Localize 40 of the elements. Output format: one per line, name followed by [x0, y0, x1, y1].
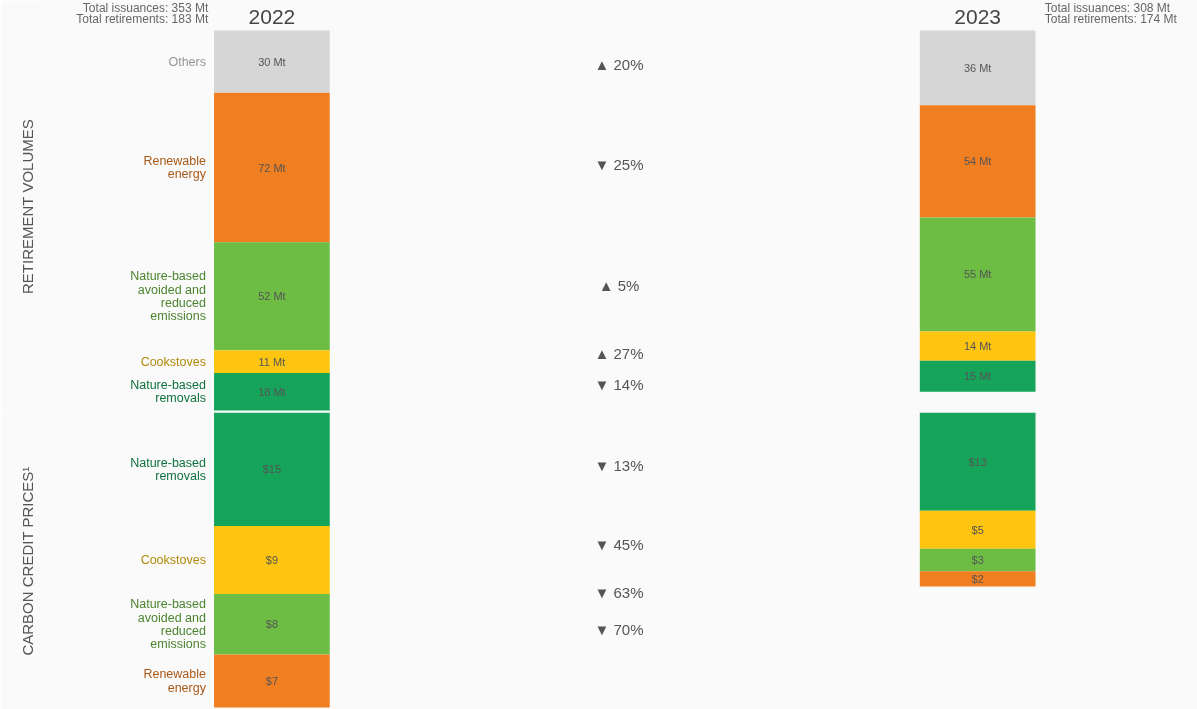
text: RETIREMENT VOLUMES	[18, 119, 36, 295]
series-label: 2023	[954, 5, 1002, 28]
text: ▲ 5%	[598, 276, 640, 294]
data-label: $13	[968, 455, 987, 468]
text: ▼ 14%	[594, 375, 644, 393]
data-label: $7	[265, 675, 279, 688]
data-label: 72 Mt	[258, 161, 286, 174]
series-label: 2022	[248, 5, 296, 28]
data-label: 54 Mt	[963, 155, 992, 168]
data-label: 36 Mt	[963, 61, 992, 74]
text: ▲ 27%	[594, 345, 644, 363]
data-label: 55 Mt	[963, 268, 992, 281]
text: ▼ 13%	[594, 456, 644, 474]
data-label: $5	[971, 523, 984, 536]
data-label: 18 Mt	[258, 385, 286, 398]
data-label: 15 Mt	[963, 370, 992, 383]
data-label: $8	[265, 618, 279, 631]
data-label: 11 Mt	[258, 355, 286, 368]
text: ▼ 25%	[594, 155, 644, 173]
category-label: Cookstoves	[140, 552, 206, 567]
text: CARBON CREDIT PRICES¹	[18, 466, 36, 656]
category-label: Nature-based removals	[130, 455, 206, 483]
data-label: $3	[971, 553, 984, 566]
category-label: Others	[168, 54, 206, 69]
data-label: 14 Mt	[963, 340, 992, 353]
category-label: Nature-based removals	[130, 378, 206, 406]
category-label: Renewable energy	[143, 153, 207, 182]
data-label: 30 Mt	[258, 55, 286, 68]
category-label: Renewable energy	[143, 667, 207, 695]
category-label: Nature-based avoided and reduced emissions	[130, 269, 206, 324]
data-label: $15	[262, 463, 282, 476]
category-label: Cookstoves	[140, 354, 206, 369]
text: ▲ 20%	[594, 56, 644, 74]
text: ▼ 63%	[594, 583, 644, 601]
category-label: Nature-based avoided and reduced emissions	[130, 597, 206, 652]
text: ▼ 45%	[594, 536, 644, 554]
data-label: $2	[971, 572, 984, 585]
text: ▼ 70%	[594, 621, 644, 639]
data-label: 52 Mt	[258, 290, 286, 303]
data-label: $9	[265, 553, 279, 566]
